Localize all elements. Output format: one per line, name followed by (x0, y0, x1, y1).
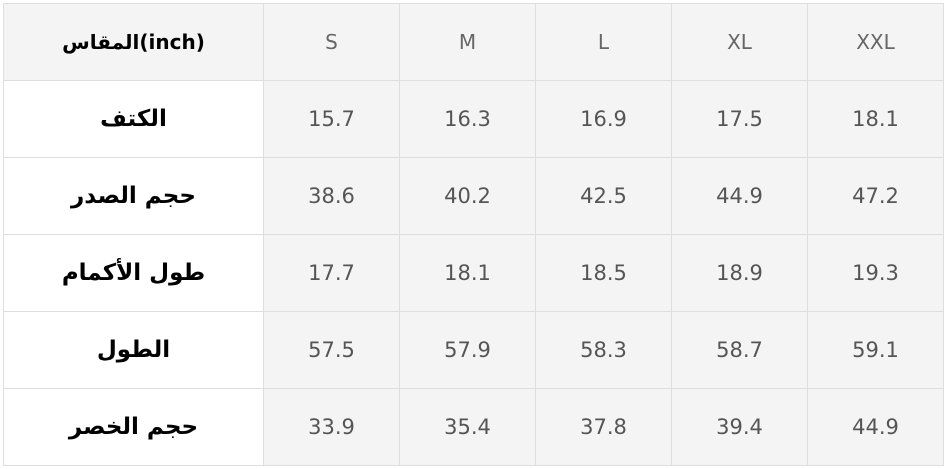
measurement-value: 58.7 (671, 311, 808, 389)
measurement-value: 17.5 (671, 80, 808, 158)
measurement-label: الكتف (3, 80, 264, 158)
size-table-container: المقاس(inch) S M L XL XXL الكتف 15.7 16.3 16.9 17.… (3, 3, 944, 466)
measurement-label: حجم الخصر (3, 388, 264, 466)
measurement-label: حجم الصدر (3, 157, 264, 235)
measurement-value: 42.5 (535, 157, 672, 235)
measurement-row: حجم الخصر 33.9 35.4 37.8 39.4 44.9 (3, 388, 944, 466)
measurement-label: طول الأكمام (3, 234, 264, 312)
measurement-value: 18.5 (535, 234, 672, 312)
measurement-value: 37.8 (535, 388, 672, 466)
measurement-value: 44.9 (807, 388, 944, 466)
measurement-value: 18.1 (399, 234, 536, 312)
size-header: XL (671, 3, 808, 81)
measurement-value: 33.9 (263, 388, 400, 466)
measurement-value: 15.7 (263, 80, 400, 158)
measurement-label: الطول (3, 311, 264, 389)
size-header: S (263, 3, 400, 81)
measurement-row: طول الأكمام 17.7 18.1 18.5 18.9 19.3 (3, 234, 944, 312)
measurement-value: 18.9 (671, 234, 808, 312)
measurement-value: 58.3 (535, 311, 672, 389)
measurement-row: حجم الصدر 38.6 40.2 42.5 44.9 47.2 (3, 157, 944, 235)
measurement-value: 16.9 (535, 80, 672, 158)
size-header: M (399, 3, 536, 81)
measurement-value: 16.3 (399, 80, 536, 158)
measurement-value: 18.1 (807, 80, 944, 158)
size-header: XXL (807, 3, 944, 81)
measurement-value: 44.9 (671, 157, 808, 235)
measurement-value: 59.1 (807, 311, 944, 389)
measurement-value: 47.2 (807, 157, 944, 235)
size-header: L (535, 3, 672, 81)
header-row: المقاس(inch) S M L XL XXL (3, 3, 944, 81)
measurement-value: 39.4 (671, 388, 808, 466)
measurement-value: 17.7 (263, 234, 400, 312)
measurement-value: 57.9 (399, 311, 536, 389)
measurement-value: 57.5 (263, 311, 400, 389)
measurement-row: الكتف 15.7 16.3 16.9 17.5 18.1 (3, 80, 944, 158)
measurement-value: 35.4 (399, 388, 536, 466)
size-table: المقاس(inch) S M L XL XXL الكتف 15.7 16.3 16.9 17.… (3, 3, 944, 466)
measurement-value: 40.2 (399, 157, 536, 235)
header-label: المقاس(inch) (3, 3, 264, 81)
measurement-row: الطول 57.5 57.9 58.3 58.7 59.1 (3, 311, 944, 389)
measurement-value: 38.6 (263, 157, 400, 235)
measurement-value: 19.3 (807, 234, 944, 312)
